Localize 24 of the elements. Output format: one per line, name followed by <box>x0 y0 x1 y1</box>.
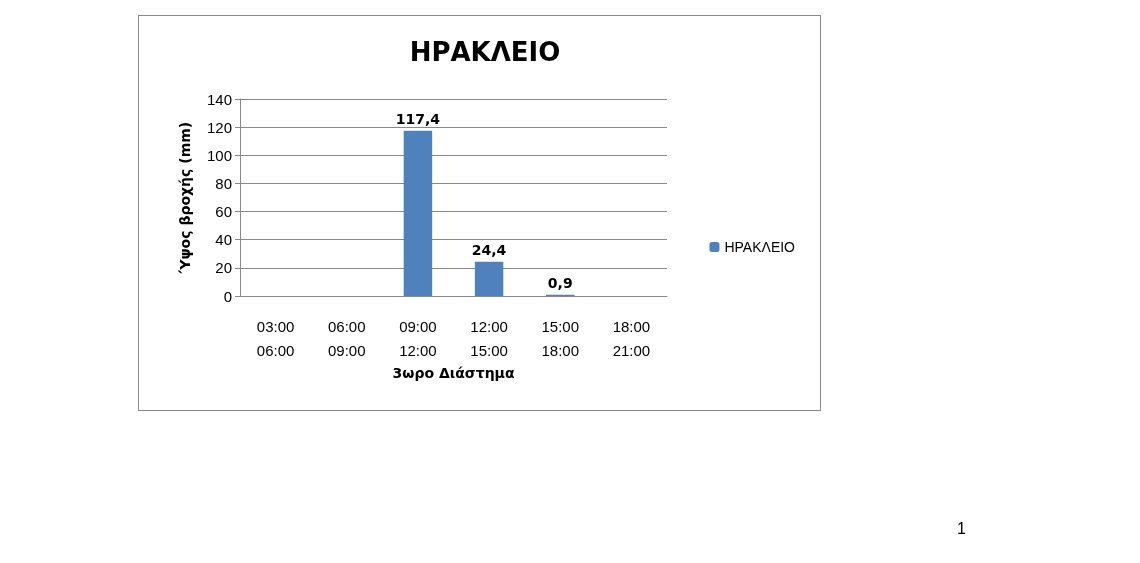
bar <box>403 130 433 296</box>
y-tick-label: 0 <box>223 287 232 305</box>
text: 1 <box>957 519 966 537</box>
y-tick-label: 20 <box>215 259 232 277</box>
y-tick-label: 60 <box>215 203 232 221</box>
y-tick-label: 140 <box>206 90 232 108</box>
y-tick-label: 120 <box>206 118 232 136</box>
y-tick-label: 40 <box>215 231 232 249</box>
y-axis-title: Ύψος βροχής (mm) <box>177 121 193 275</box>
x-tick-label: 12:00 15:00 <box>470 317 508 359</box>
bar <box>474 261 504 296</box>
x-axis-title: 3ωρο Διάστημα <box>392 365 515 381</box>
y-tick-label: 80 <box>215 174 232 192</box>
data-label: 0,9 <box>547 274 573 291</box>
legend-label: ΗΡΑΚΛΕΙΟ <box>724 239 796 255</box>
x-tick-label: 15:00 18:00 <box>541 317 580 359</box>
data-label: 24,4 <box>471 241 507 258</box>
data-label: 117,4 <box>395 110 441 127</box>
x-tick-label: 18:00 21:00 <box>612 317 651 359</box>
x-tick-label: 09:00 12:00 <box>399 317 437 359</box>
x-tick-label: 03:00 06:00 <box>256 317 295 359</box>
y-tick-label: 100 <box>206 146 232 164</box>
chart-title: ΗΡΑΚΛΕΙΟ <box>409 37 561 67</box>
x-tick-label: 06:00 09:00 <box>327 317 366 359</box>
